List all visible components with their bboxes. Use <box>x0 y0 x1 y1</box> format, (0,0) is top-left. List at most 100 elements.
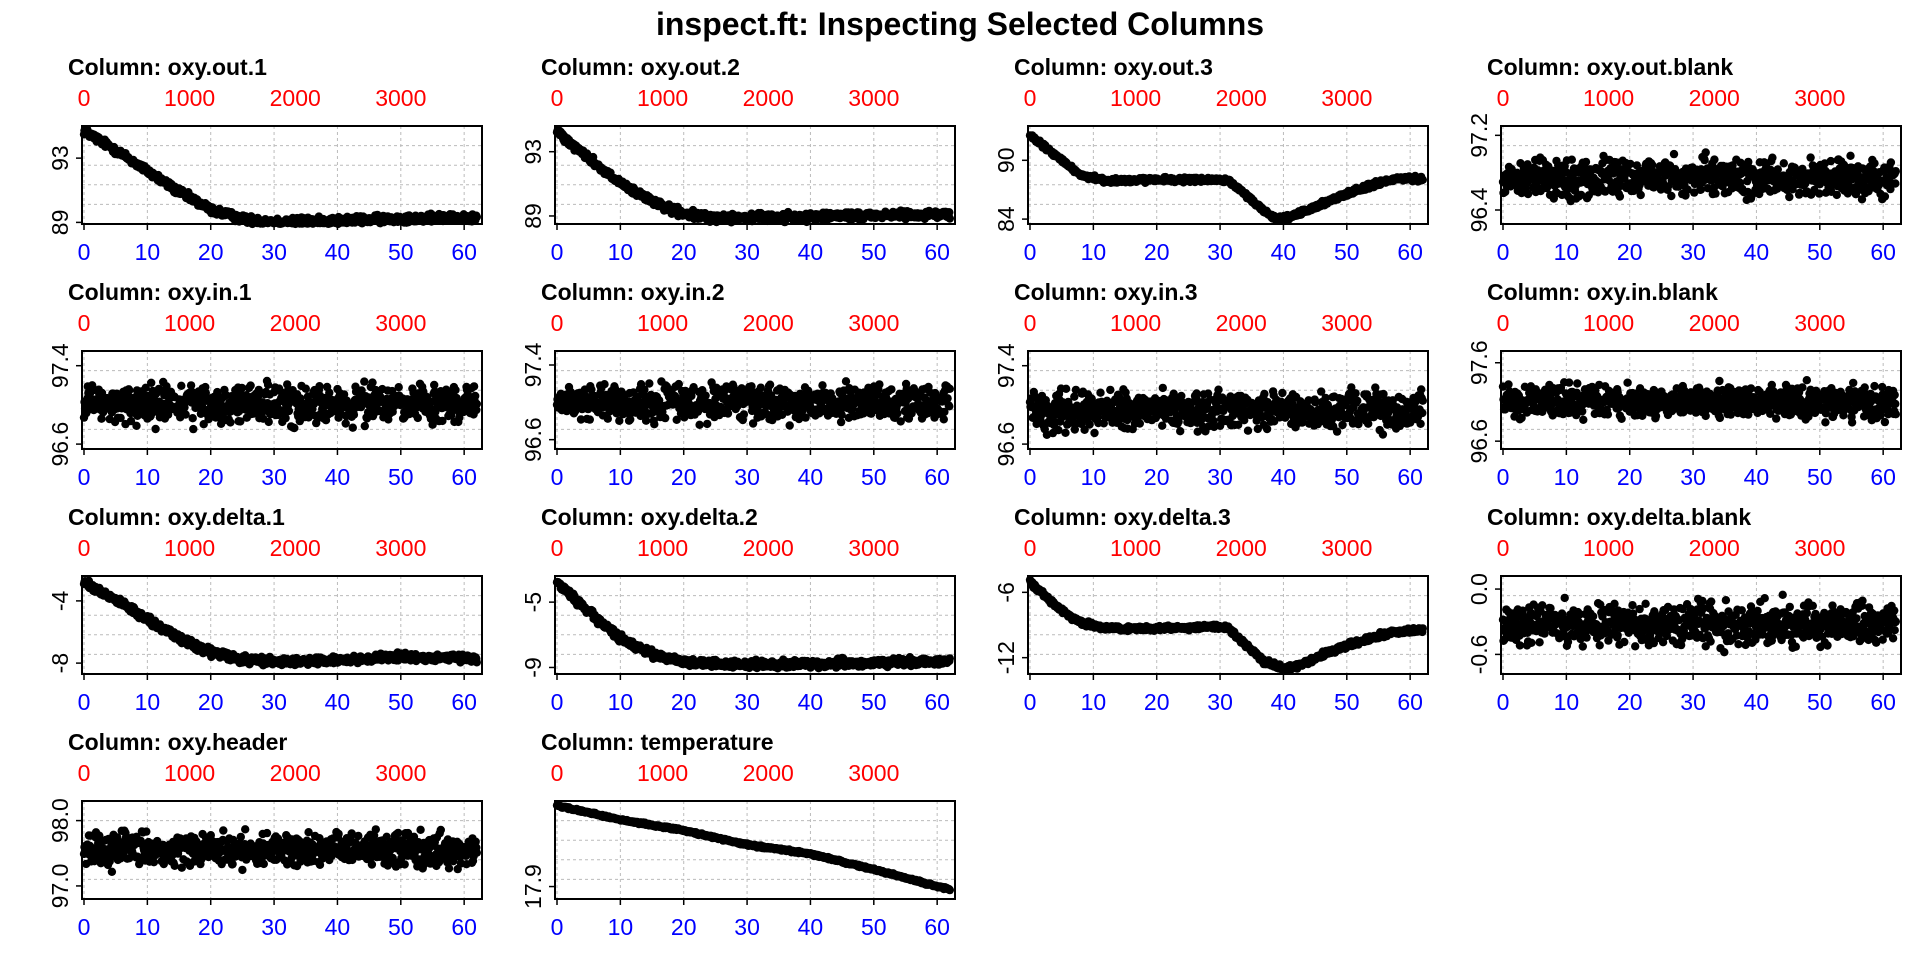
x-tick-label: 50 <box>388 239 414 265</box>
data-point <box>1090 428 1099 438</box>
x-tick-label: 0 <box>551 464 564 490</box>
data-point <box>945 384 954 393</box>
data-point <box>246 381 255 390</box>
data-point <box>1061 384 1071 393</box>
x-tick-label: 50 <box>861 239 887 265</box>
data-point <box>661 413 670 423</box>
data-point <box>650 420 659 429</box>
data-point <box>1581 157 1591 167</box>
chart-panel: Column: oxy.out.20 10 20 30 40 50 600 1000 2000 3… <box>520 54 956 265</box>
data-point <box>1832 190 1842 200</box>
x-tick-label: 40 <box>1271 239 1297 265</box>
data-point <box>1768 153 1777 162</box>
panel-title: Column: oxy.out.blank <box>1487 54 1733 80</box>
data-point <box>785 421 794 430</box>
y-tick-label: 93 <box>47 145 73 171</box>
data-point <box>1669 149 1679 159</box>
x-tick-label: 20 <box>1617 239 1643 265</box>
data-point <box>1061 428 1070 437</box>
x-top-tick-label: 3000 <box>375 85 426 111</box>
data-point <box>226 418 235 427</box>
data-point <box>836 417 846 427</box>
data-point <box>341 419 350 428</box>
data-point <box>1891 167 1901 176</box>
gridlines <box>82 126 482 224</box>
data-point <box>943 394 952 403</box>
y-tick-label: 90 <box>993 148 1019 174</box>
x-top-tick-label: 3000 <box>375 310 426 336</box>
x-tick-label: 60 <box>924 464 950 490</box>
data-point <box>739 410 749 419</box>
x-top-tick-label: 1000 <box>164 85 215 111</box>
x-tick-label: 10 <box>608 464 634 490</box>
chart-panel: Column: oxy.in.20 10 20 30 40 50 600 1000 2000 30… <box>520 279 956 490</box>
data-point <box>1243 426 1253 435</box>
plot-frame <box>554 125 956 225</box>
data-point <box>1615 192 1625 201</box>
data-point <box>1648 160 1657 170</box>
x-tick-label: 30 <box>734 239 760 265</box>
x-tick-label: 0 <box>1024 239 1037 265</box>
x-tick-label: 30 <box>734 464 760 490</box>
x-top-tick-label: 1000 <box>1110 85 1161 111</box>
x-top-tick-label: 0 <box>551 310 564 336</box>
y-tick-label: 97.2 <box>1466 113 1492 158</box>
x-tick-label: 10 <box>135 464 161 490</box>
data-point <box>413 413 422 423</box>
x-tick-label: 10 <box>608 239 634 265</box>
x-top-tick-label: 3000 <box>1321 85 1372 111</box>
x-tick-label: 20 <box>671 464 697 490</box>
data-point <box>1785 192 1794 202</box>
data-point <box>469 382 479 391</box>
data-point <box>472 212 481 222</box>
x-tick-label: 60 <box>451 464 477 490</box>
data-point <box>147 378 156 387</box>
data-point <box>1260 389 1269 399</box>
x-tick-label: 50 <box>388 464 414 490</box>
panel-title: Column: oxy.out.3 <box>1014 54 1213 80</box>
x-tick-label: 30 <box>261 464 287 490</box>
data-point <box>1870 159 1879 168</box>
x-top-tick-label: 2000 <box>270 310 321 336</box>
panel-title: Column: oxy.in.2 <box>541 279 725 305</box>
x-top-tick-label: 0 <box>1024 85 1037 111</box>
data-point <box>600 380 609 389</box>
chart-panel: Column: oxy.in.10 10 20 30 40 50 600 1000 2000 30… <box>47 279 483 490</box>
chart-panel: Column: oxy.out.30 10 20 30 40 50 600 1000 2000 3… <box>993 54 1429 265</box>
data-point <box>1701 148 1710 157</box>
data-point <box>939 415 948 424</box>
data-point <box>1418 175 1428 184</box>
data-point <box>1158 383 1168 393</box>
data-point <box>290 423 299 433</box>
x-tick-label: 50 <box>861 464 887 490</box>
x-tick-label: 10 <box>1081 239 1107 265</box>
data-point <box>1696 185 1706 194</box>
x-tick-label: 20 <box>1144 239 1170 265</box>
x-tick-label: 0 <box>551 239 564 265</box>
x-tick-label: 40 <box>325 239 351 265</box>
data-point <box>451 385 460 395</box>
data-point <box>818 381 827 390</box>
data-point <box>349 410 359 419</box>
data-point <box>151 424 160 434</box>
panel-title: Column: oxy.in.1 <box>68 279 252 305</box>
x-top-tick-label: 1000 <box>164 310 215 336</box>
x-tick-label: 20 <box>198 464 224 490</box>
figure-title: inspect.ft: Inspecting Selected Columns <box>655 6 1265 42</box>
x-top-tick-label: 3000 <box>848 85 899 111</box>
x-tick-label: 40 <box>798 239 824 265</box>
data-point <box>284 406 294 416</box>
x-top-tick-label: 2000 <box>743 85 794 111</box>
data-point <box>1096 388 1105 397</box>
y-tick-label: 84 <box>993 206 1019 232</box>
data-point <box>695 420 704 429</box>
data-point <box>1214 385 1223 394</box>
x-tick-label: 60 <box>1870 239 1896 265</box>
data-point <box>132 421 141 430</box>
x-tick-label: 10 <box>1554 239 1580 265</box>
data-points <box>552 126 954 227</box>
data-point <box>887 385 896 394</box>
x-top-tick-label: 1000 <box>637 310 688 336</box>
data-point <box>125 386 134 395</box>
